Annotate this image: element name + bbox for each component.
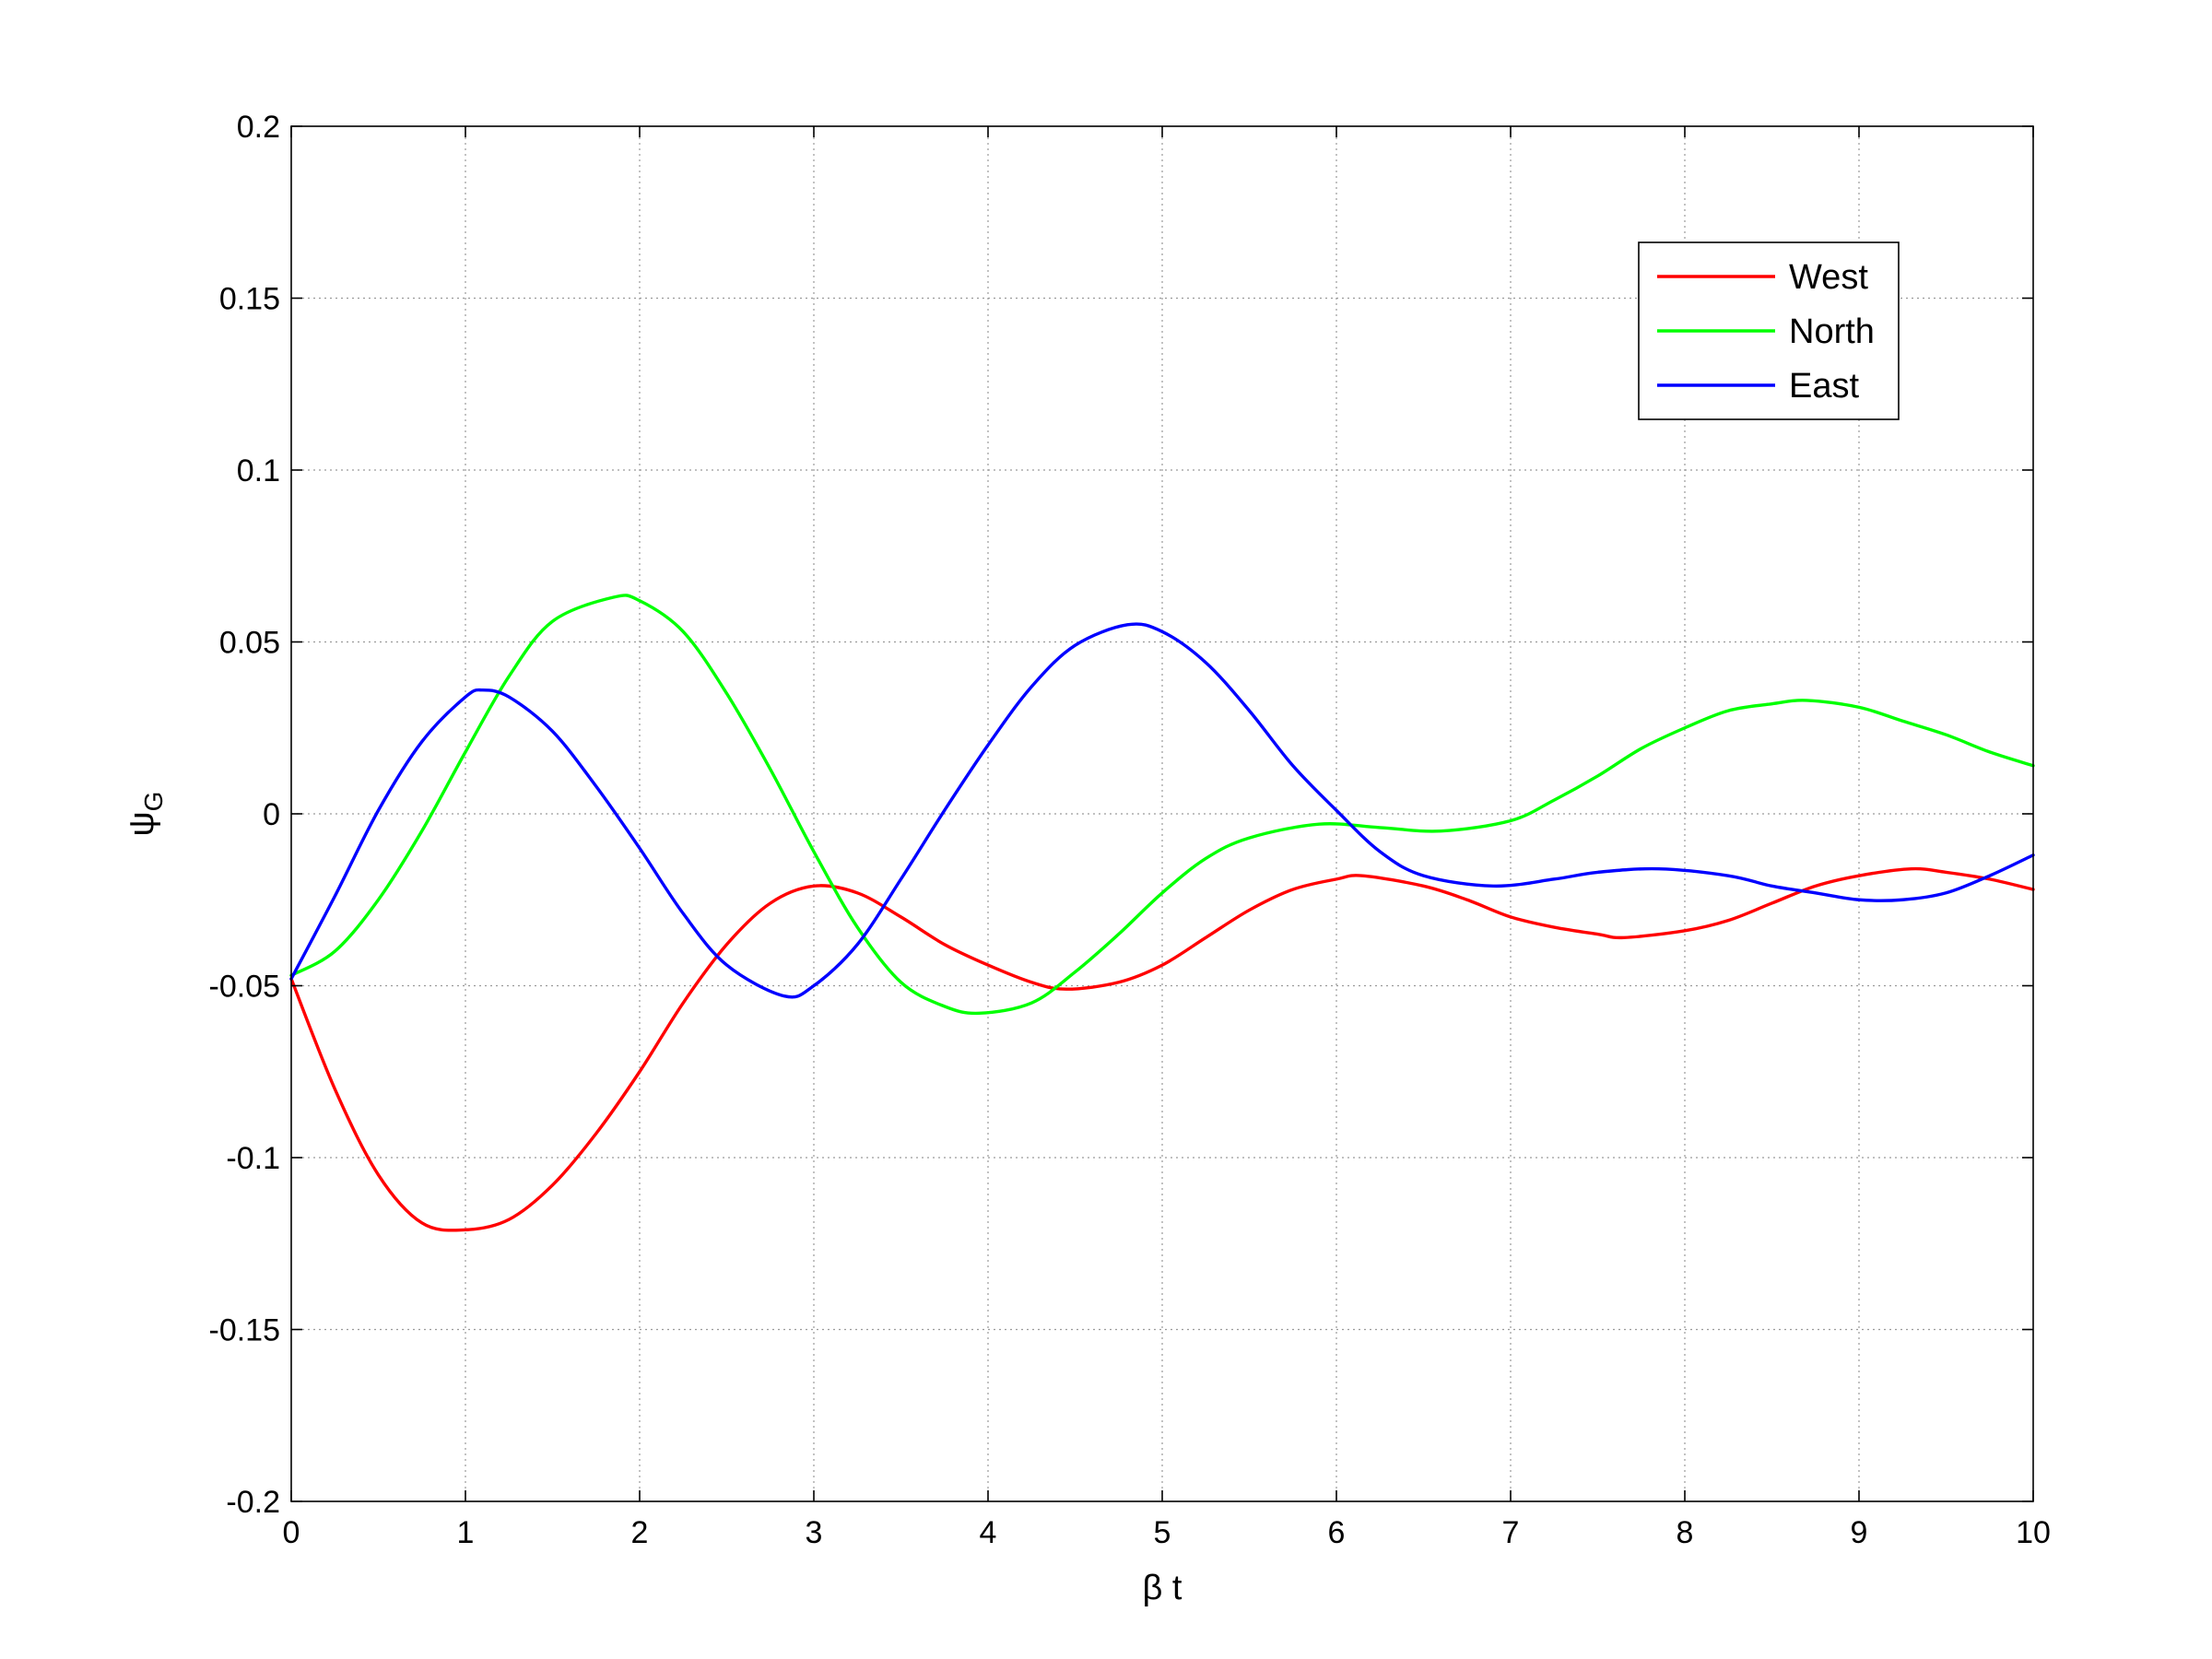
y-tick-label: -0.2 (226, 1485, 280, 1520)
legend-label-west: West (1789, 258, 1868, 297)
series-line-west (289, 866, 2035, 1232)
x-axis-label: β t (1143, 1569, 1182, 1607)
y-tick-label: 0.15 (219, 282, 280, 317)
y-axis-label-main: ψ (123, 811, 161, 836)
y-tick-label: 0.1 (237, 453, 280, 488)
y-tick-labels: -0.2 -0.15 -0.1 -0.05 0 0.05 0.1 0.15 0.2 (209, 110, 281, 1520)
x-tick-label: 7 (1502, 1515, 1520, 1550)
axis-ticks (290, 125, 2034, 1502)
series-line-north (289, 594, 2035, 1016)
y-axis-label-sub: G (139, 792, 168, 812)
legend-label-east: East (1789, 367, 1859, 406)
x-tick-labels: 0 1 2 3 4 5 6 7 8 9 10 (283, 1515, 2051, 1550)
series-lines (289, 594, 2035, 1232)
x-tick-label: 6 (1328, 1515, 1346, 1550)
legend: West North East (1638, 241, 1900, 420)
series-line-east (289, 622, 2035, 999)
legend-label-north: North (1789, 312, 1875, 351)
y-tick-label: 0.05 (219, 626, 280, 661)
x-tick-label: 0 (283, 1515, 300, 1550)
x-tick-label: 2 (631, 1515, 649, 1550)
y-tick-label: -0.1 (226, 1141, 280, 1176)
x-tick-label: 1 (457, 1515, 475, 1550)
x-tick-label: 5 (1154, 1515, 1171, 1550)
grid-lines (291, 126, 2033, 1501)
y-tick-label: -0.15 (209, 1313, 281, 1348)
x-tick-label: 3 (806, 1515, 823, 1550)
y-tick-label: -0.05 (209, 970, 281, 1005)
x-tick-label: 4 (980, 1515, 997, 1550)
x-tick-label: 10 (2016, 1515, 2051, 1550)
x-tick-label: 9 (1851, 1515, 1868, 1550)
x-tick-label: 8 (1677, 1515, 1694, 1550)
y-tick-label: 0 (263, 797, 280, 832)
y-axis-label: ψG (123, 792, 168, 837)
y-tick-label: 0.2 (237, 110, 280, 145)
